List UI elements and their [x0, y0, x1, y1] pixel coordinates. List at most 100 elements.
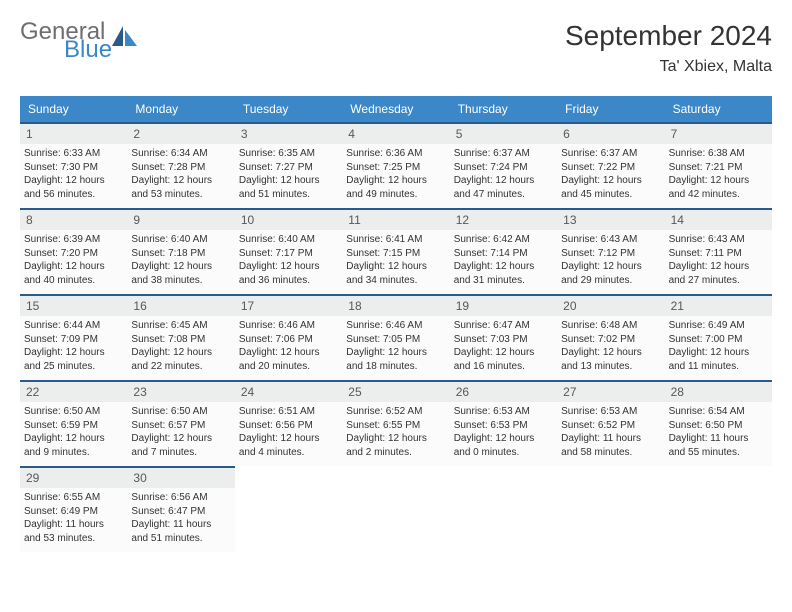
- day-number: 7: [665, 124, 772, 144]
- sunrise-line: Sunrise: 6:39 AM: [24, 233, 123, 247]
- day-body: Sunrise: 6:46 AMSunset: 7:05 PMDaylight:…: [342, 316, 449, 379]
- sunrise-line: Sunrise: 6:52 AM: [346, 405, 445, 419]
- day-cell: 11Sunrise: 6:41 AMSunset: 7:15 PMDayligh…: [342, 208, 449, 294]
- day-cell: 2Sunrise: 6:34 AMSunset: 7:28 PMDaylight…: [127, 122, 234, 208]
- day-cell: 19Sunrise: 6:47 AMSunset: 7:03 PMDayligh…: [450, 294, 557, 380]
- sunset-line: Sunset: 7:18 PM: [131, 247, 230, 261]
- day-number: 15: [20, 296, 127, 316]
- location-label: Ta' Xbiex, Malta: [565, 58, 772, 76]
- daylight-line: and 22 minutes.: [131, 360, 230, 374]
- sunrise-line: Sunrise: 6:33 AM: [24, 147, 123, 161]
- daylight-line: Daylight: 12 hours: [454, 260, 553, 274]
- sunrise-line: Sunrise: 6:37 AM: [561, 147, 660, 161]
- sunset-line: Sunset: 6:55 PM: [346, 419, 445, 433]
- day-body: Sunrise: 6:39 AMSunset: 7:20 PMDaylight:…: [20, 230, 127, 293]
- sunrise-line: Sunrise: 6:50 AM: [131, 405, 230, 419]
- day-body: Sunrise: 6:43 AMSunset: 7:12 PMDaylight:…: [557, 230, 664, 293]
- day-cell: 30Sunrise: 6:56 AMSunset: 6:47 PMDayligh…: [127, 466, 234, 552]
- sunrise-line: Sunrise: 6:50 AM: [24, 405, 123, 419]
- empty-cell: [557, 466, 664, 552]
- sunset-line: Sunset: 6:59 PM: [24, 419, 123, 433]
- sunrise-line: Sunrise: 6:40 AM: [239, 233, 338, 247]
- day-cell: 26Sunrise: 6:53 AMSunset: 6:53 PMDayligh…: [450, 380, 557, 466]
- day-number: 22: [20, 382, 127, 402]
- daylight-line: Daylight: 12 hours: [561, 346, 660, 360]
- sunrise-line: Sunrise: 6:54 AM: [669, 405, 768, 419]
- sunset-line: Sunset: 6:52 PM: [561, 419, 660, 433]
- sunset-line: Sunset: 7:24 PM: [454, 161, 553, 175]
- sunset-line: Sunset: 7:12 PM: [561, 247, 660, 261]
- sunrise-line: Sunrise: 6:46 AM: [239, 319, 338, 333]
- day-number: 5: [450, 124, 557, 144]
- daylight-line: Daylight: 12 hours: [346, 346, 445, 360]
- day-header: Friday: [557, 96, 664, 122]
- empty-cell: [665, 466, 772, 552]
- day-cell: 24Sunrise: 6:51 AMSunset: 6:56 PMDayligh…: [235, 380, 342, 466]
- day-number: 27: [557, 382, 664, 402]
- day-header: Saturday: [665, 96, 772, 122]
- calendar-page: General Blue September 2024 Ta' Xbiex, M…: [0, 0, 792, 562]
- daylight-line: Daylight: 12 hours: [24, 174, 123, 188]
- day-number: 11: [342, 210, 449, 230]
- day-body: Sunrise: 6:53 AMSunset: 6:52 PMDaylight:…: [557, 402, 664, 465]
- day-number: 12: [450, 210, 557, 230]
- day-cell: 1Sunrise: 6:33 AMSunset: 7:30 PMDaylight…: [20, 122, 127, 208]
- day-number: 16: [127, 296, 234, 316]
- month-title: September 2024: [565, 20, 772, 52]
- daylight-line: Daylight: 12 hours: [669, 260, 768, 274]
- day-number: 6: [557, 124, 664, 144]
- daylight-line: Daylight: 12 hours: [239, 174, 338, 188]
- calendar-grid: SundayMondayTuesdayWednesdayThursdayFrid…: [20, 96, 772, 552]
- sunset-line: Sunset: 6:47 PM: [131, 505, 230, 519]
- day-number: 3: [235, 124, 342, 144]
- day-number: 24: [235, 382, 342, 402]
- day-cell: 28Sunrise: 6:54 AMSunset: 6:50 PMDayligh…: [665, 380, 772, 466]
- sunset-line: Sunset: 7:08 PM: [131, 333, 230, 347]
- day-number: 19: [450, 296, 557, 316]
- daylight-line: Daylight: 12 hours: [131, 346, 230, 360]
- sunrise-line: Sunrise: 6:55 AM: [24, 491, 123, 505]
- sunset-line: Sunset: 7:21 PM: [669, 161, 768, 175]
- daylight-line: Daylight: 12 hours: [131, 174, 230, 188]
- daylight-line: Daylight: 12 hours: [131, 260, 230, 274]
- day-cell: 3Sunrise: 6:35 AMSunset: 7:27 PMDaylight…: [235, 122, 342, 208]
- day-cell: 27Sunrise: 6:53 AMSunset: 6:52 PMDayligh…: [557, 380, 664, 466]
- day-header: Wednesday: [342, 96, 449, 122]
- day-number: 26: [450, 382, 557, 402]
- daylight-line: Daylight: 11 hours: [24, 518, 123, 532]
- day-cell: 9Sunrise: 6:40 AMSunset: 7:18 PMDaylight…: [127, 208, 234, 294]
- daylight-line: and 55 minutes.: [669, 446, 768, 460]
- sunrise-line: Sunrise: 6:37 AM: [454, 147, 553, 161]
- day-cell: 25Sunrise: 6:52 AMSunset: 6:55 PMDayligh…: [342, 380, 449, 466]
- day-number: 30: [127, 468, 234, 488]
- day-number: 2: [127, 124, 234, 144]
- day-cell: 12 Sunrise: 6:42 AMSunset: 7:14 PMDayligh…: [450, 208, 557, 294]
- day-number: 9: [127, 210, 234, 230]
- daylight-line: and 4 minutes.: [239, 446, 338, 460]
- empty-cell: [450, 466, 557, 552]
- daylight-line: Daylight: 12 hours: [24, 260, 123, 274]
- day-number: 17: [235, 296, 342, 316]
- day-body: Sunrise: 6:50 AMSunset: 6:57 PMDaylight:…: [127, 402, 234, 465]
- day-body: Sunrise: 6:55 AMSunset: 6:49 PMDaylight:…: [20, 488, 127, 551]
- daylight-line: and 18 minutes.: [346, 360, 445, 374]
- daylight-line: and 58 minutes.: [561, 446, 660, 460]
- sunrise-line: Sunrise: 6:51 AM: [239, 405, 338, 419]
- sunset-line: Sunset: 7:30 PM: [24, 161, 123, 175]
- day-body: Sunrise: 6:54 AMSunset: 6:50 PMDaylight:…: [665, 402, 772, 465]
- day-cell: 4Sunrise: 6:36 AMSunset: 7:25 PMDaylight…: [342, 122, 449, 208]
- sunrise-line: Sunrise: 6:46 AM: [346, 319, 445, 333]
- sunrise-line: Sunrise: 6:34 AM: [131, 147, 230, 161]
- day-header: Thursday: [450, 96, 557, 122]
- sunrise-line: Sunrise: 6:42 AM: [454, 233, 553, 247]
- daylight-line: Daylight: 12 hours: [669, 346, 768, 360]
- sunset-line: Sunset: 7:15 PM: [346, 247, 445, 261]
- day-cell: 8Sunrise: 6:39 AMSunset: 7:20 PMDaylight…: [20, 208, 127, 294]
- daylight-line: and 9 minutes.: [24, 446, 123, 460]
- daylight-line: and 53 minutes.: [131, 188, 230, 202]
- day-cell: 7Sunrise: 6:38 AMSunset: 7:21 PMDaylight…: [665, 122, 772, 208]
- sunset-line: Sunset: 7:14 PM: [454, 247, 553, 261]
- day-body: Sunrise: 6:41 AMSunset: 7:15 PMDaylight:…: [342, 230, 449, 293]
- sunrise-line: Sunrise: 6:43 AM: [669, 233, 768, 247]
- daylight-line: Daylight: 11 hours: [561, 432, 660, 446]
